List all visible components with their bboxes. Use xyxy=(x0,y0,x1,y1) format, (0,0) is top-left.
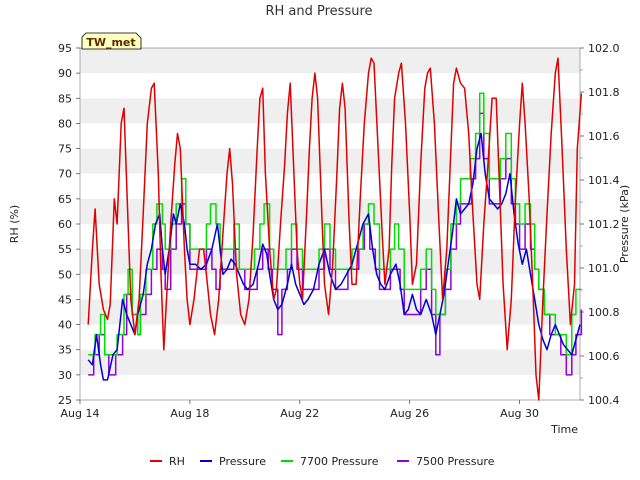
left-tick-label: 70 xyxy=(58,168,72,181)
left-tick-label: 45 xyxy=(58,293,72,306)
left-tick-label: 30 xyxy=(58,369,72,382)
right-tick-label: 102.0 xyxy=(588,42,620,55)
legend-label: RH xyxy=(169,455,185,468)
left-tick-label: 95 xyxy=(58,42,72,55)
legend-label: Pressure xyxy=(219,455,266,468)
right-tick-label: 101.4 xyxy=(588,174,620,187)
left-tick-label: 80 xyxy=(58,117,72,130)
right-tick-label: 101.6 xyxy=(588,130,620,143)
grid-band xyxy=(80,198,580,224)
series-line-pressure xyxy=(87,132,581,381)
left-tick-label: 60 xyxy=(58,218,72,231)
x-axis-ticks: Aug 14 Aug 18 Aug 22 Aug 26 Aug 30 xyxy=(61,400,539,420)
series-line-rh xyxy=(87,57,583,401)
left-axis-title: RH (%) xyxy=(8,205,21,243)
chart-title: RH and Pressure xyxy=(265,4,372,19)
right-axis-ticks: 100.4 100.6 100.8 101.0 101.2 101.4 101.6 101.8… xyxy=(580,42,620,407)
left-tick-label: 65 xyxy=(58,193,72,206)
grid-band xyxy=(80,148,580,174)
left-tick-label: 90 xyxy=(58,67,72,80)
left-tick-label: 40 xyxy=(58,319,72,332)
left-tick-label: 75 xyxy=(58,143,72,156)
grid-band xyxy=(80,349,580,375)
left-tick-label: 25 xyxy=(58,394,72,407)
site-badge-shape xyxy=(81,32,142,50)
left-axis-ticks: 25 30 35 40 45 50 55 60 65 70 75 80 85 90 95 xyxy=(58,42,80,407)
left-tick-label: 35 xyxy=(58,344,72,357)
left-tick-label: 55 xyxy=(58,243,72,256)
legend-label: 7500 Pressure xyxy=(416,455,495,468)
right-tick-label: 100.4 xyxy=(588,394,620,407)
x-tick-label: Aug 26 xyxy=(390,407,429,420)
x-tick-label: Aug 14 xyxy=(61,407,100,420)
right-tick-label: 101.8 xyxy=(588,86,620,99)
legend-label: 7700 Pressure xyxy=(300,455,379,468)
series-line-7700-pressure xyxy=(88,92,582,356)
x-tick-label: Aug 30 xyxy=(500,407,539,420)
right-axis-title: Pressure (kPa) xyxy=(618,185,631,263)
right-tick-label: 100.8 xyxy=(588,306,620,319)
right-tick-label: 101.0 xyxy=(588,262,620,275)
right-tick-label: 100.6 xyxy=(588,350,620,363)
x-tick-label: Aug 22 xyxy=(280,407,319,420)
grid-band xyxy=(80,48,580,74)
site-badge-label: TW_met xyxy=(86,36,135,49)
series-layer xyxy=(87,57,583,401)
left-tick-label: 50 xyxy=(58,268,72,281)
x-tick-label: Aug 18 xyxy=(170,407,209,420)
site-badge: TW_met xyxy=(81,32,142,50)
legend: RH Pressure 7700 Pressure 7500 Pressure xyxy=(150,455,495,468)
left-tick-label: 85 xyxy=(58,92,72,105)
right-tick-label: 101.2 xyxy=(588,218,620,231)
x-axis-title: Time xyxy=(550,423,578,436)
